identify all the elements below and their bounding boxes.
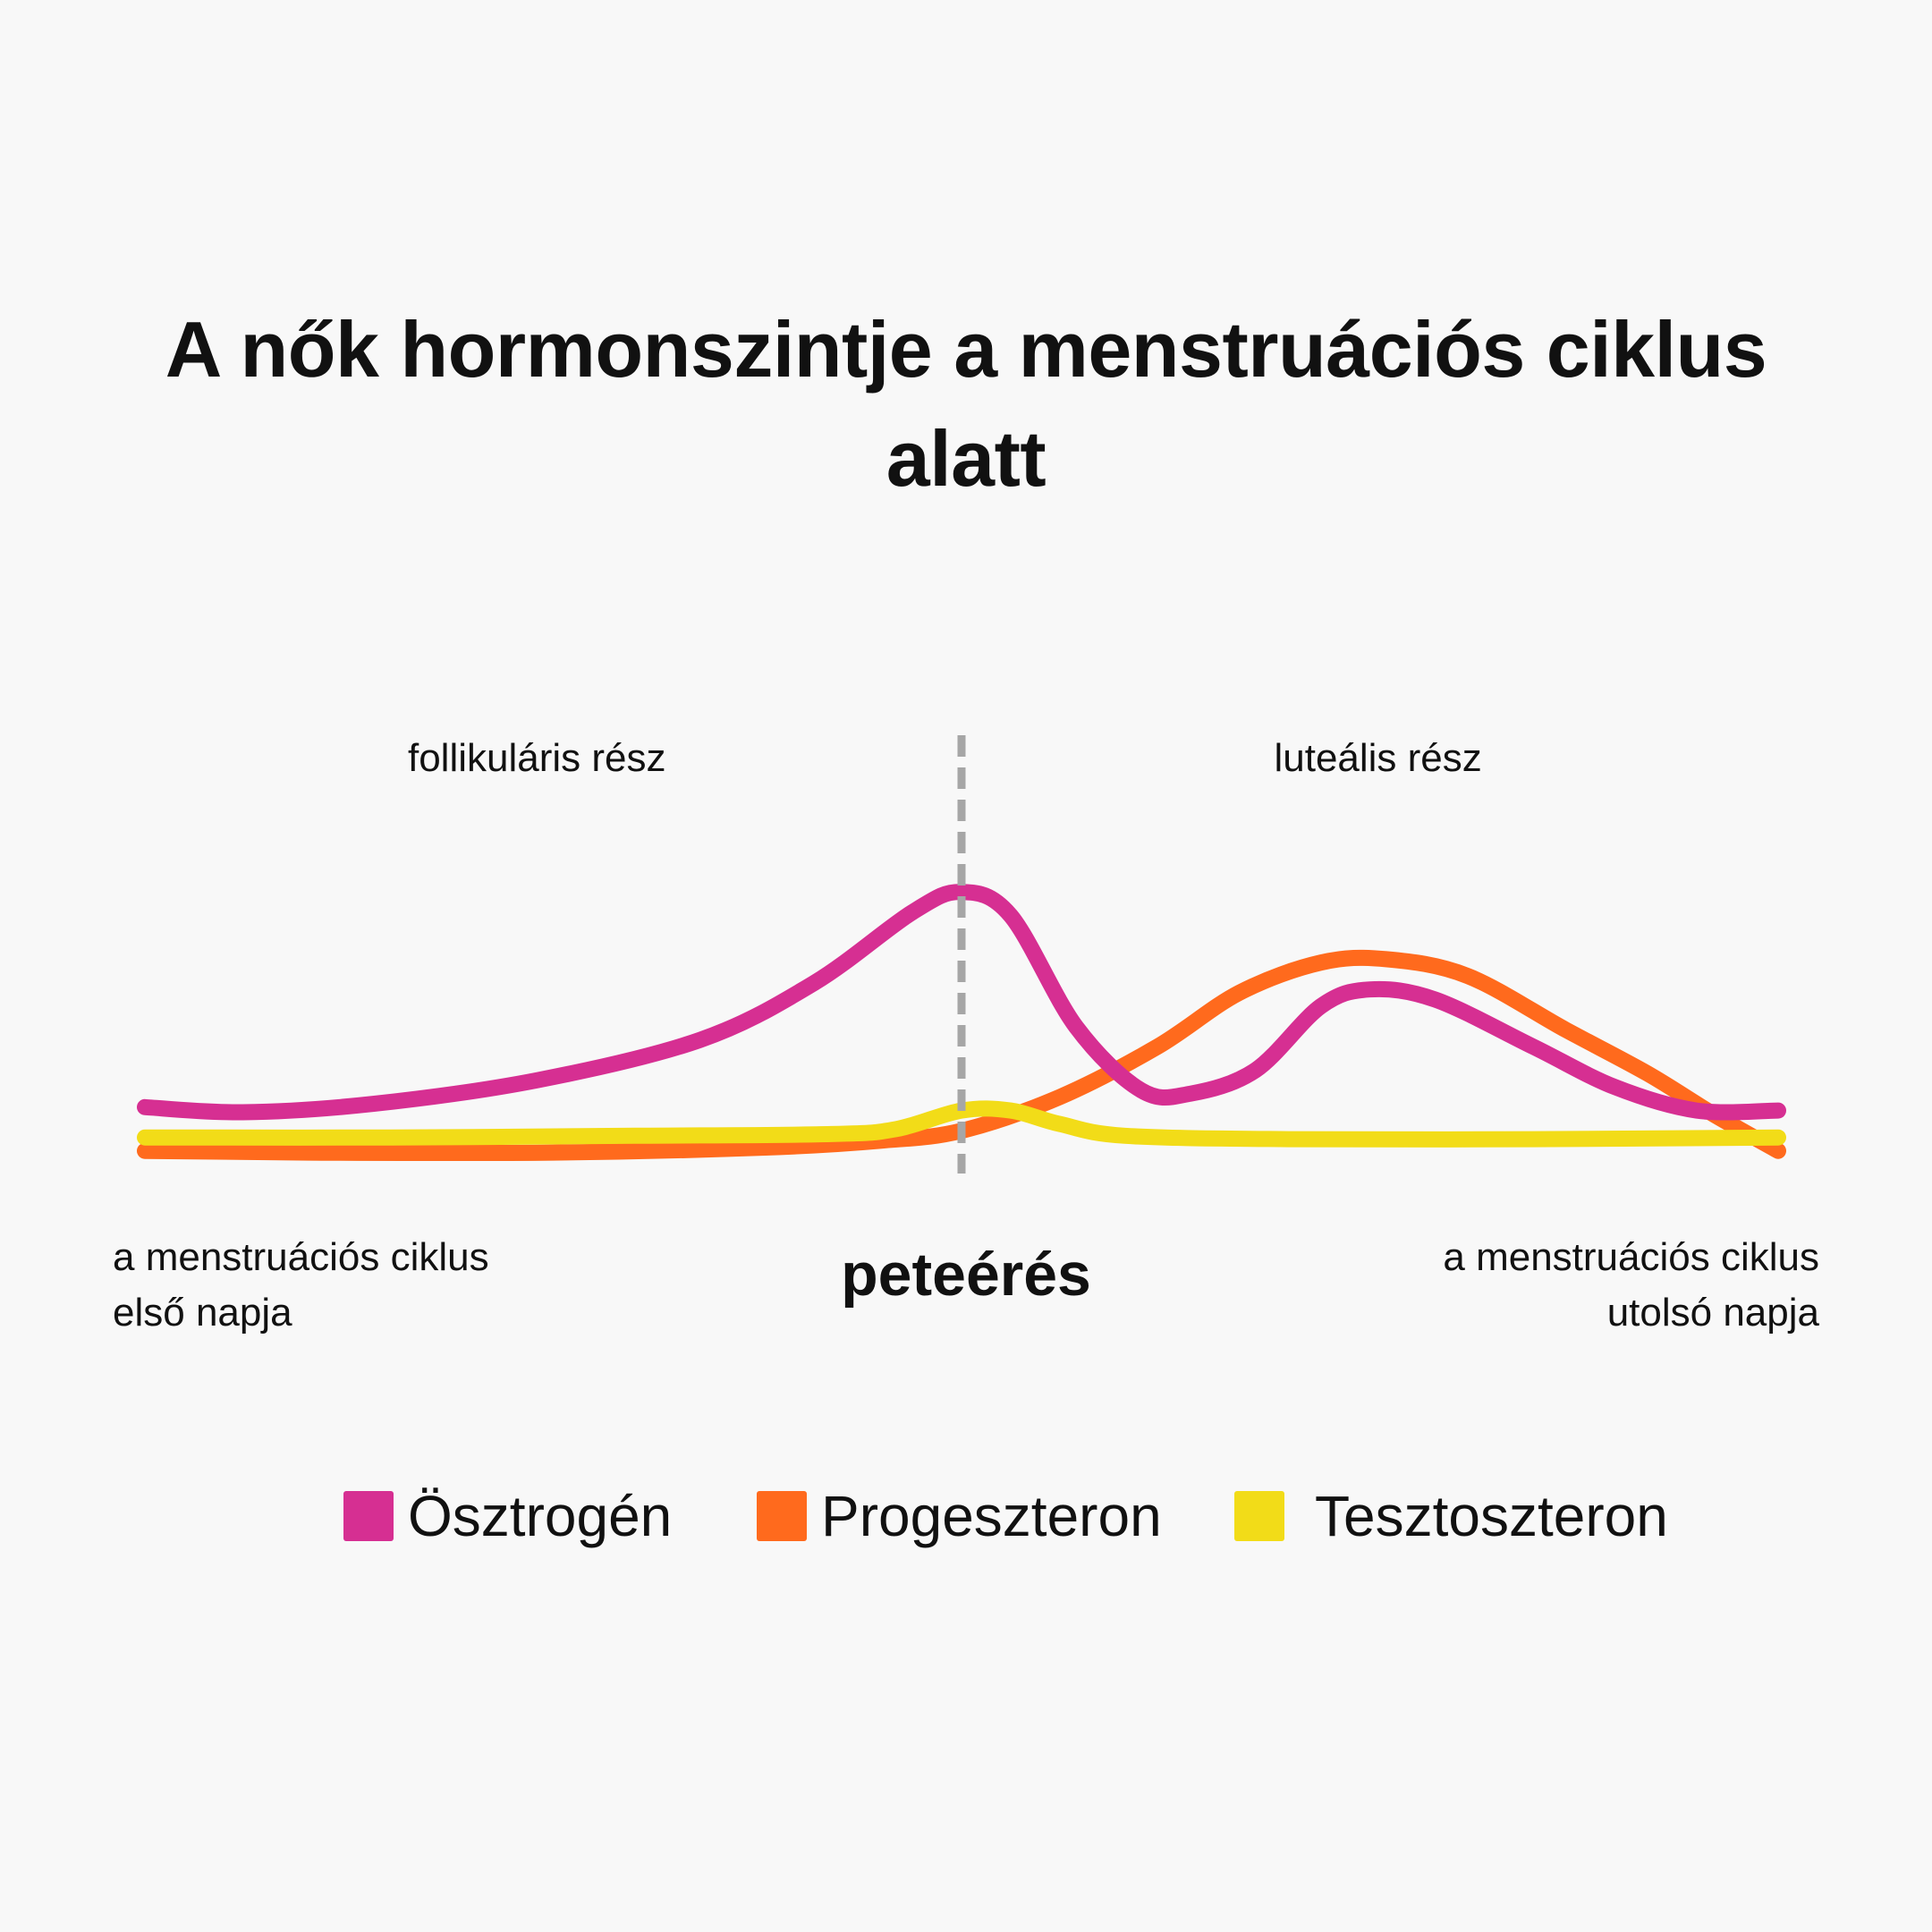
first-day-line-2: első napja <box>113 1291 292 1335</box>
legend: Ösztrogén Progeszteron Tesztoszteron <box>0 1480 1932 1552</box>
series-line-0 <box>137 884 1786 1121</box>
legend-swatch-1 <box>757 1491 807 1541</box>
ovulation-label: peteérés <box>841 1241 1091 1309</box>
series-line-1 <box>137 949 1786 1162</box>
phase-label-0: follikuláris rész <box>408 736 666 780</box>
legend-item-1: Progeszteron <box>757 1480 1162 1552</box>
last-day-label: a menstruációs ciklus utolsó napja <box>1443 1230 1819 1341</box>
legend-swatch-2 <box>1234 1491 1284 1541</box>
last-day-line-1: a menstruációs ciklus <box>1443 1235 1819 1279</box>
phase-label-1: luteális rész <box>1274 736 1481 780</box>
first-day-line-1: a menstruációs ciklus <box>113 1235 489 1279</box>
series-line-2 <box>137 1100 1786 1148</box>
legend-swatch-0 <box>343 1491 394 1541</box>
legend-item-2: Tesztoszteron <box>1234 1480 1668 1552</box>
legend-label-0: Ösztrogén <box>408 1484 673 1548</box>
legend-label-2: Tesztoszteron <box>1315 1484 1668 1548</box>
legend-label-1: Progeszteron <box>821 1484 1162 1548</box>
first-day-label: a menstruációs ciklus első napja <box>113 1230 489 1341</box>
legend-item-0: Ösztrogén <box>343 1480 672 1552</box>
last-day-line-2: utolsó napja <box>1606 1291 1819 1335</box>
chart-title: A nők hormonszintje a menstruációs ciklu… <box>165 305 1767 503</box>
